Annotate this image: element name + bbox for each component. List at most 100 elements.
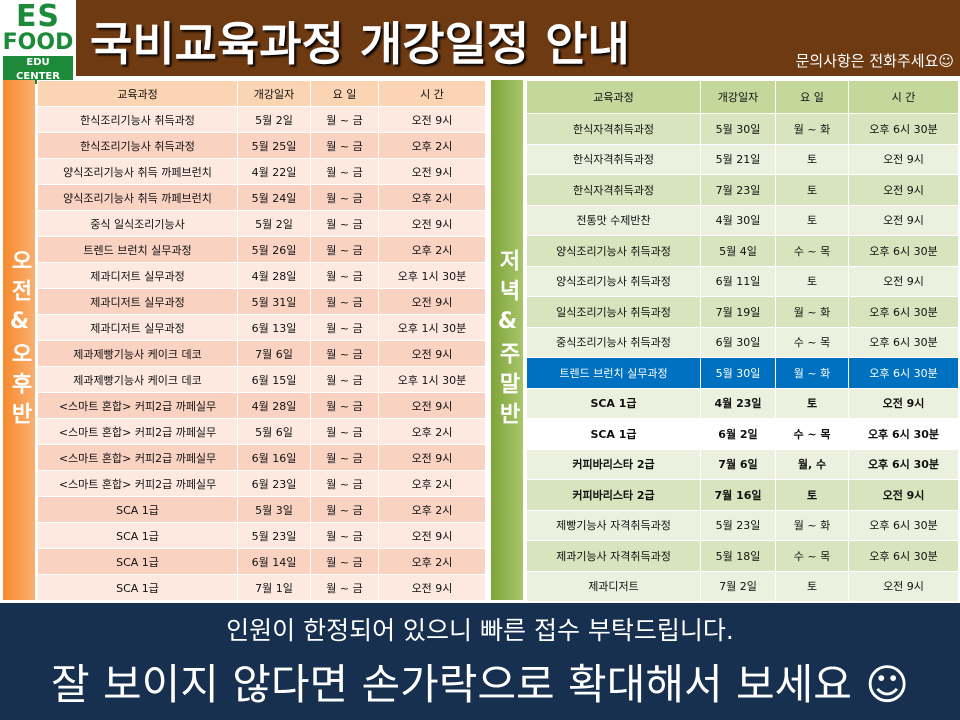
cell: 6월 15일 [237, 366, 311, 393]
cell: 월 ~ 금 [310, 288, 379, 315]
footer-text: 잘 보이지 않다면 손가락으로 확대해서 보세요 ☺ [50, 660, 910, 709]
cell: SCA 1급 [526, 418, 701, 450]
row: 제과기능사 자격취득과정 5월 18일 수 ~ 목 오후 6시 30분 [526, 540, 959, 572]
cell: 오후 1시 30분 [378, 366, 486, 393]
cell: 양식조리기능사 취득과정 [526, 235, 701, 267]
cell: 한식조리기능사 취득과정 [37, 132, 238, 159]
cell: 오후 6시 30분 [848, 326, 959, 358]
row: <스마트 혼합> 커피2급 까페실무 5월 6일 월 ~ 금 오후 2시 [37, 418, 486, 445]
cell: SCA 1급 [37, 548, 238, 575]
row: 양식조리기능사 취득 까페브런치 5월 24일 월 ~ 금 오후 2시 [37, 184, 486, 211]
side-text: 오전&오후반 [7, 248, 32, 432]
cell: 5월 2일 [237, 210, 311, 237]
cell: SCA 1급 [37, 496, 238, 523]
cell: 월 ~ 금 [310, 548, 379, 575]
cell: 토 [775, 265, 849, 297]
cell: 월 ~ 금 [310, 210, 379, 237]
table-body: 한식조리기능사 취득과정 5월 2일 월 ~ 금 오전 9시 한식조리기능사 취득과정 5… [37, 106, 486, 601]
cell: 5월 30일 [700, 357, 776, 389]
cell: 오후 2시 [378, 132, 486, 159]
cell: 오전 9시 [378, 392, 486, 419]
cell: 5월 23일 [700, 509, 776, 541]
cell: 중식 일식조리기능사 [37, 210, 238, 237]
cell: 월 ~ 금 [310, 366, 379, 393]
cell: 6월 13일 [237, 314, 311, 341]
side-text: 저녁&주말반 [495, 248, 520, 432]
cell: 월 ~ 금 [310, 184, 379, 211]
cell: 오후 6시 30분 [848, 540, 959, 572]
cell: 오전 9시 [378, 340, 486, 367]
cell: 수 ~ 목 [775, 235, 849, 267]
column-header: 교육과정 [37, 80, 238, 107]
cell: 오전 9시 [848, 143, 959, 175]
cell: 오전 9시 [378, 210, 486, 237]
cell: 수 ~ 목 [775, 418, 849, 450]
cell: 월, 수 [775, 448, 849, 480]
cell: 월 ~ 금 [310, 262, 379, 289]
cell: 7월 2일 [700, 570, 776, 602]
row: 한식조리기능사 취득과정 5월 2일 월 ~ 금 오전 9시 [37, 106, 486, 133]
cell: 오후 2시 [378, 184, 486, 211]
cell: 트렌드 브런치 실무과정 [526, 357, 701, 389]
cell: 오전 9시 [848, 387, 959, 419]
cell: 한식자격취득과정 [526, 174, 701, 206]
cell: 7월 6일 [700, 448, 776, 480]
cell: 중식조리기능사 취득과정 [526, 326, 701, 358]
cell: 월 ~ 화 [775, 509, 849, 541]
cell: 6월 2일 [700, 418, 776, 450]
row: SCA 1급 5월 23일 월 ~ 금 오전 9시 [37, 522, 486, 549]
row: 전통맛 수제반찬 4월 30일 토 오전 9시 [526, 204, 959, 236]
cell: 토 [775, 570, 849, 602]
cell: 오전 9시 [378, 444, 486, 471]
row: SCA 1급 4월 23일 토 오전 9시 [526, 387, 959, 419]
cell: 월 ~ 금 [310, 340, 379, 367]
row: 제과제빵기능사 케이크 데코 6월 15일 월 ~ 금 오후 1시 30분 [37, 366, 486, 393]
cell: 오전 9시 [848, 265, 959, 297]
cell: 제과제빵기능사 케이크 데코 [37, 366, 238, 393]
row: 한식자격취득과정 5월 30일 월 ~ 화 오후 6시 30분 [526, 113, 959, 145]
logo-text: ES [15, 0, 61, 34]
cell: 제과기능사 자격취득과정 [526, 540, 701, 572]
cell: 월 ~ 금 [310, 418, 379, 445]
cell: 5월 25일 [237, 132, 311, 159]
row: 한식조리기능사 취득과정 5월 25일 월 ~ 금 오후 2시 [37, 132, 486, 159]
header: ES FOOD EDU CENTER 국비교육과정 개강일정 안내 문의사항은 … [0, 0, 960, 84]
row: 한식자격취득과정 7월 23일 토 오전 9시 [526, 174, 959, 206]
cell: 제과디저트 [526, 570, 701, 602]
row: 트렌드 브런치 실무과정 5월 30일 월 ~ 화 오후 6시 30분 [526, 357, 959, 389]
cell: 오전 9시 [848, 570, 959, 602]
cell: 월 ~ 금 [310, 444, 379, 471]
cell: 5월 3일 [237, 496, 311, 523]
cell: 한식자격취득과정 [526, 113, 701, 145]
cell: 5월 23일 [237, 522, 311, 549]
cell: 월 ~ 금 [310, 574, 379, 601]
cell: 오후 2시 [378, 496, 486, 523]
cell: 월 ~ 금 [310, 522, 379, 549]
cell: 7월 1일 [237, 574, 311, 601]
cell: 오후 6시 30분 [848, 418, 959, 450]
row: 제과제빵기능사 케이크 데코 7월 6일 월 ~ 금 오전 9시 [37, 340, 486, 367]
cell: 커피바리스타 2급 [526, 448, 701, 480]
cell: 오후 2시 [378, 548, 486, 575]
cell: 월 ~ 화 [775, 357, 849, 389]
cell: 오전 9시 [378, 106, 486, 133]
cell: 5월 30일 [700, 113, 776, 145]
cell: 5월 21일 [700, 143, 776, 175]
cell: 양식조리기능사 취득 까페브런치 [37, 184, 238, 211]
cell: 5월 31일 [237, 288, 311, 315]
row: SCA 1급 7월 1일 월 ~ 금 오전 9시 [37, 574, 486, 601]
cell: 6월 23일 [237, 470, 311, 497]
cell: 제과디저트 실무과정 [37, 288, 238, 315]
cell: 월 ~ 금 [310, 392, 379, 419]
column-header: 시 간 [848, 80, 959, 114]
column-header: 요 일 [775, 80, 849, 114]
cell: 월 ~ 금 [310, 106, 379, 133]
cell: 오전 9시 [848, 204, 959, 236]
cell: SCA 1급 [37, 522, 238, 549]
row: 제빵기능사 자격취득과정 5월 23일 월 ~ 화 오후 6시 30분 [526, 509, 959, 541]
cell: 수 ~ 목 [775, 540, 849, 572]
